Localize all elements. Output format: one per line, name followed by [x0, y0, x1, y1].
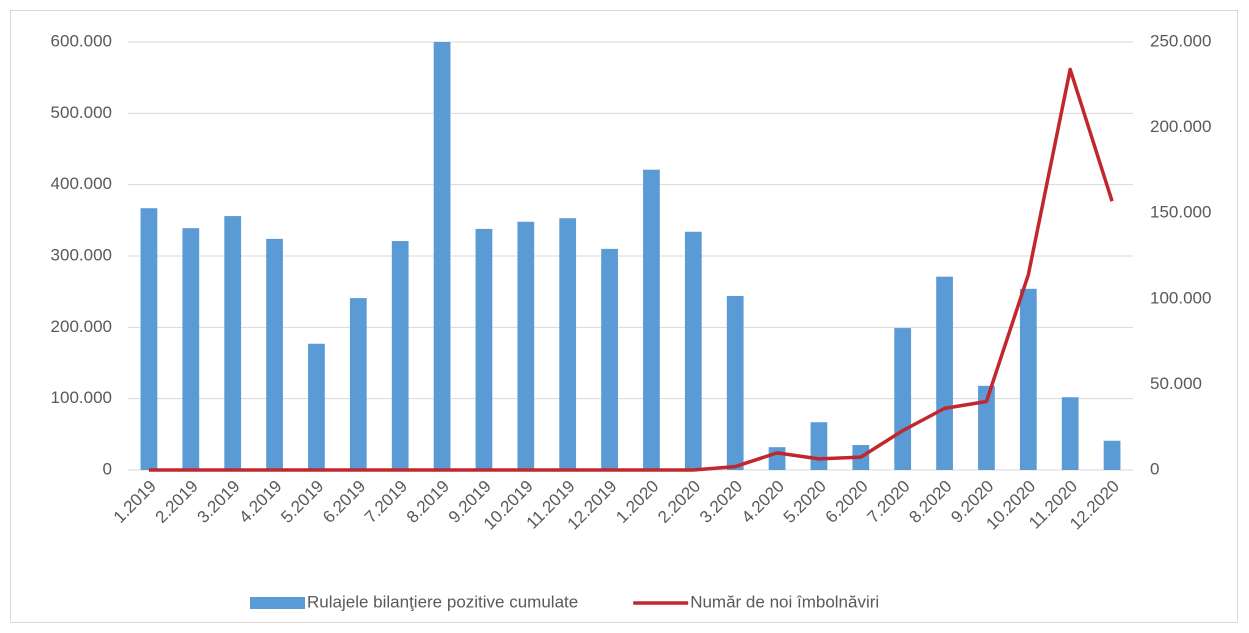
legend-label: Rulajele bilanţiere pozitive cumulate: [307, 592, 578, 611]
y-tick-label: 0: [103, 459, 112, 478]
line: [148, 67, 1114, 472]
bar: [684, 231, 702, 470]
bar: [643, 169, 660, 471]
y2-tick-label: 250.000: [1150, 31, 1211, 50]
y-tick-label: 600.000: [51, 31, 112, 50]
bar: [936, 276, 953, 470]
bar: [1103, 440, 1121, 470]
y2-tick-label: 100.000: [1150, 288, 1211, 307]
bar: [140, 208, 158, 470]
bar: [1019, 288, 1037, 470]
legend-label: Număr de noi îmbolnăviri: [690, 592, 879, 611]
y-tick-label: 400.000: [51, 174, 112, 193]
y-tick-label: 100.000: [51, 388, 112, 407]
bar: [349, 298, 367, 470]
y2-tick-label: 150.000: [1150, 203, 1211, 222]
y-tick-label: 500.000: [51, 103, 112, 122]
y-tick-label: 300.000: [51, 245, 112, 264]
bar: [978, 385, 995, 470]
bar: [517, 221, 535, 470]
bar: [726, 295, 744, 470]
y2-tick-label: 200.000: [1150, 117, 1211, 136]
legend-swatch: [250, 597, 305, 609]
bar: [894, 328, 912, 470]
bar: [1061, 397, 1079, 470]
y2-tick-label: 50.000: [1150, 374, 1202, 393]
bar: [433, 42, 451, 470]
bar: [182, 228, 200, 470]
y-tick-label: 200.000: [51, 317, 112, 336]
bar: [224, 216, 242, 470]
bar: [559, 218, 577, 470]
bar: [810, 422, 828, 470]
bar: [308, 343, 325, 470]
y2-tick-label: 0: [1150, 459, 1159, 478]
bar: [601, 248, 618, 470]
bar: [475, 228, 493, 470]
bar: [266, 238, 283, 470]
bar: [768, 447, 786, 470]
bar: [391, 241, 409, 470]
